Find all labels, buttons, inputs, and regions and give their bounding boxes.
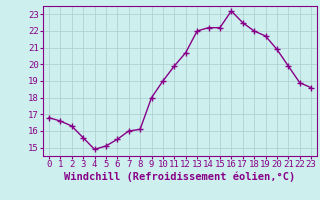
X-axis label: Windchill (Refroidissement éolien,°C): Windchill (Refroidissement éolien,°C) [64, 172, 296, 182]
